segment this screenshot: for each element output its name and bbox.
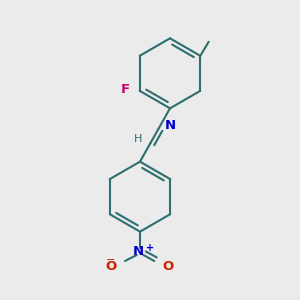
Text: O: O [106, 260, 117, 272]
Text: N: N [165, 119, 176, 132]
Text: F: F [121, 83, 130, 96]
Text: H: H [134, 134, 142, 144]
Text: N: N [133, 245, 144, 258]
Text: O: O [162, 260, 174, 272]
Text: −: − [106, 255, 115, 265]
Text: +: + [146, 243, 154, 253]
